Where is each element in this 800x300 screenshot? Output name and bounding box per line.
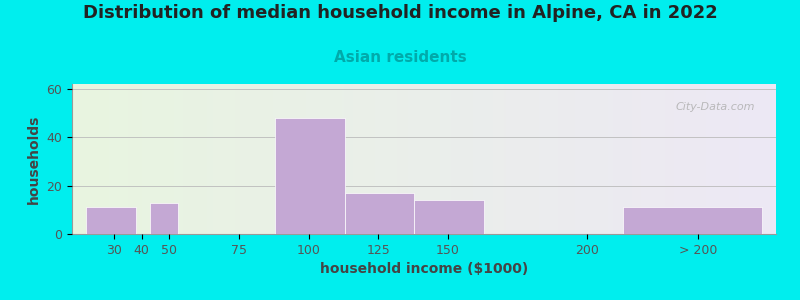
Bar [345, 193, 414, 234]
Y-axis label: households: households [27, 114, 41, 204]
Bar [275, 118, 345, 234]
Text: Distribution of median household income in Alpine, CA in 2022: Distribution of median household income … [82, 4, 718, 22]
Bar [150, 202, 178, 234]
Text: City-Data.com: City-Data.com [675, 102, 755, 112]
Bar [86, 207, 136, 234]
Text: Asian residents: Asian residents [334, 50, 466, 64]
Bar [414, 200, 484, 234]
Bar [623, 207, 762, 234]
X-axis label: household income ($1000): household income ($1000) [320, 262, 528, 276]
